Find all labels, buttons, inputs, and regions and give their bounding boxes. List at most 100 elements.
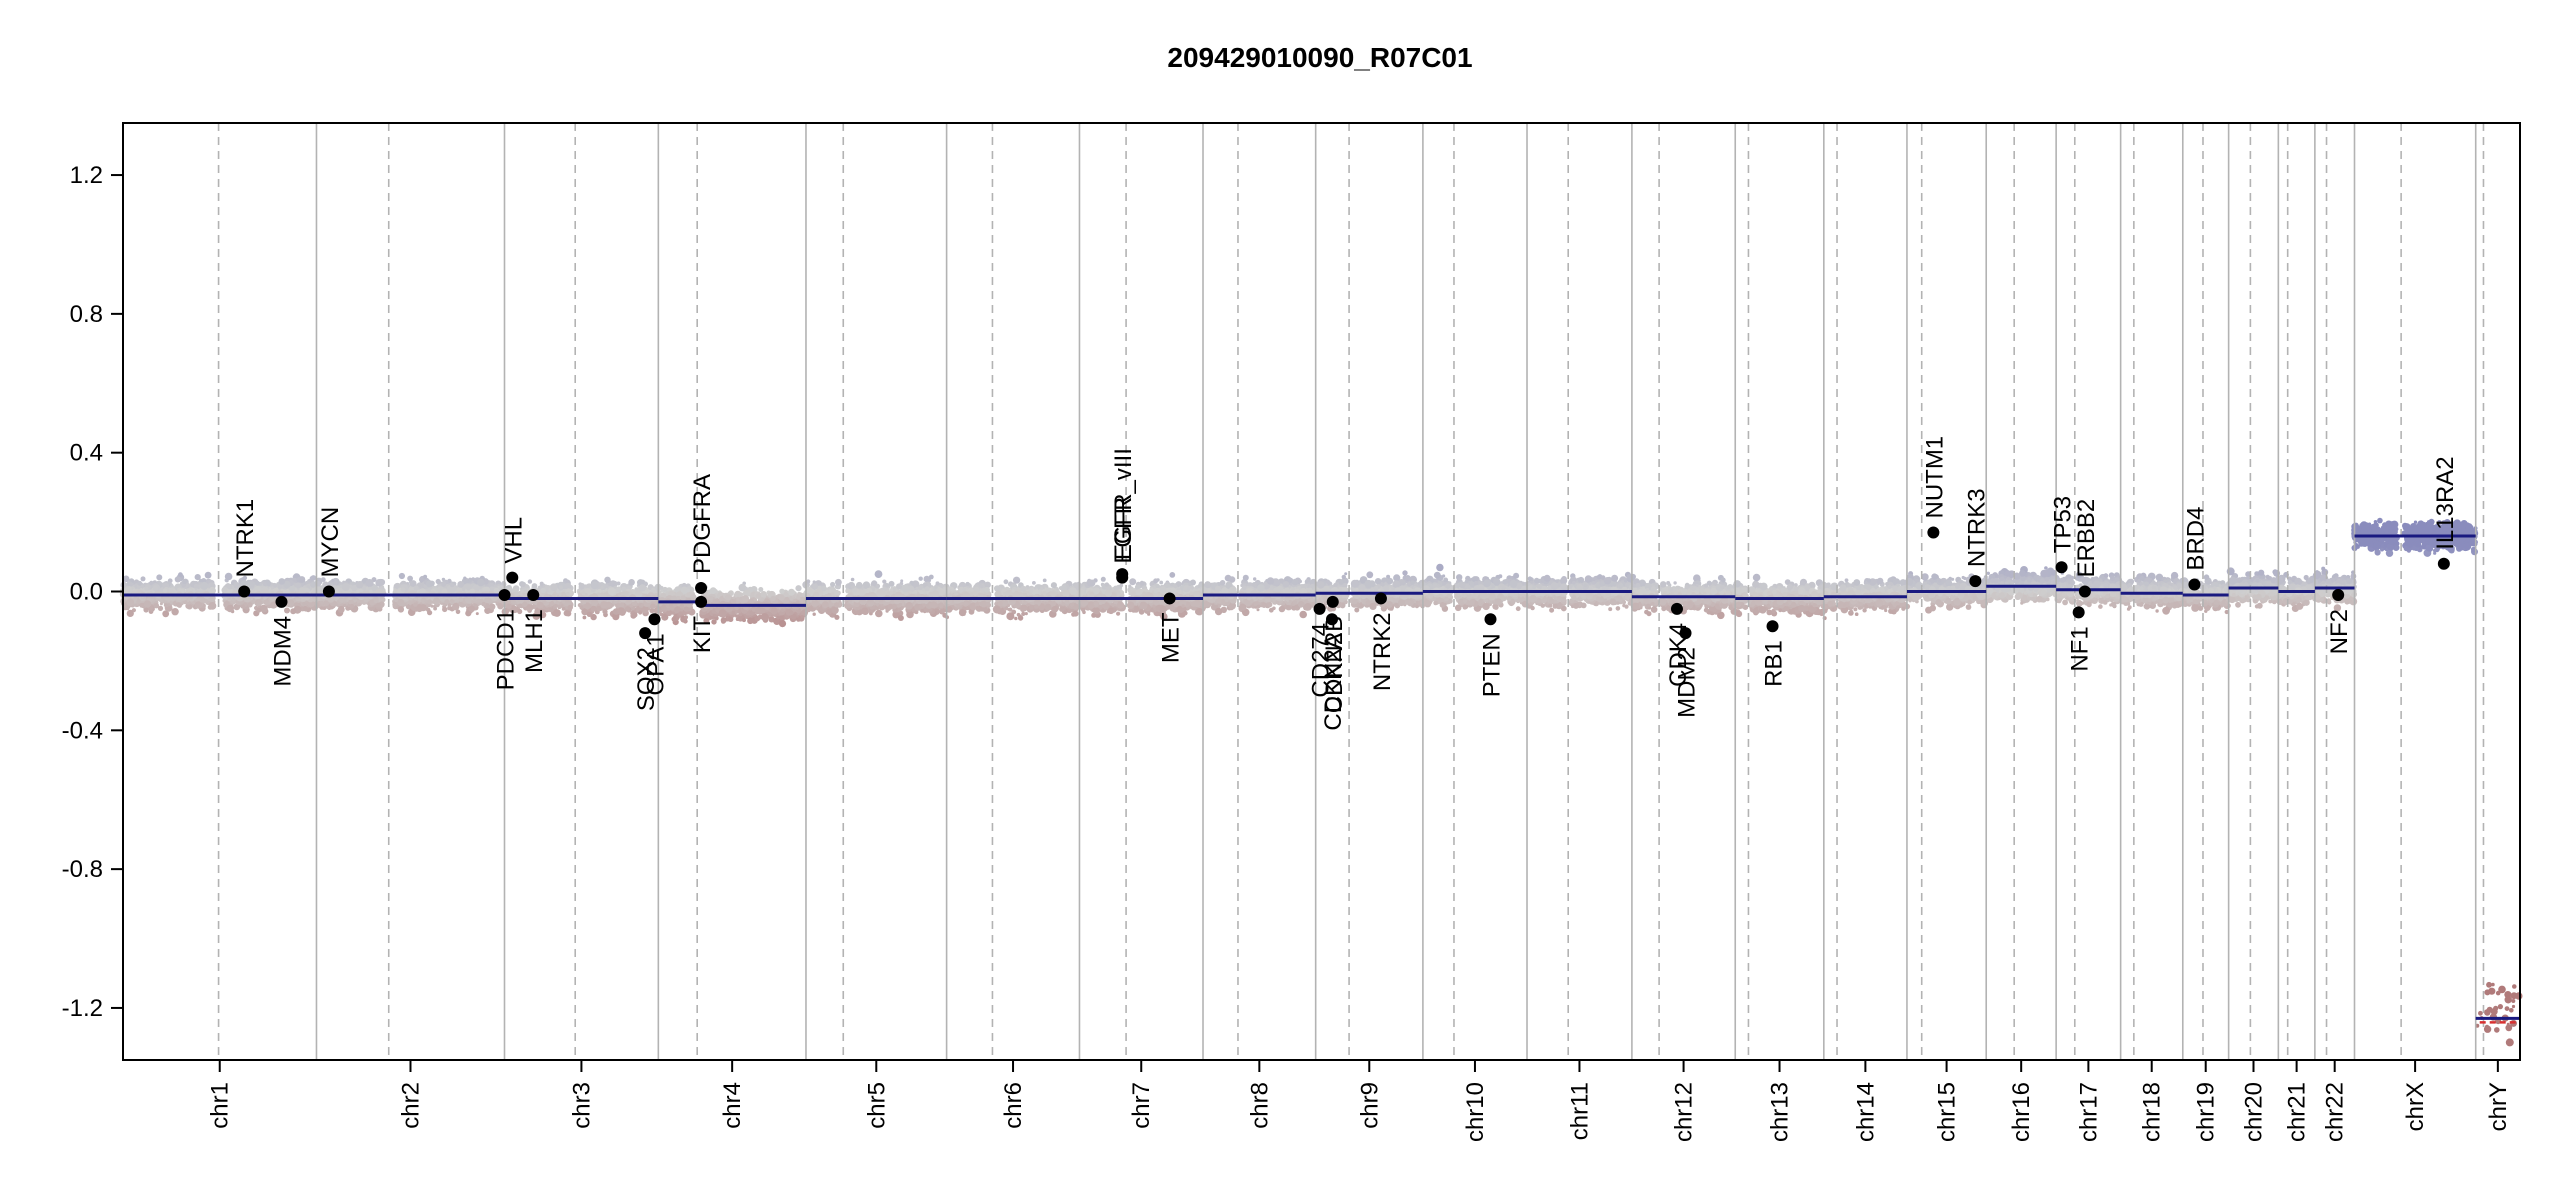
probe-point [749,599,755,604]
probe-point [435,578,441,585]
probe-point [426,599,432,605]
probe-point [789,610,794,615]
probe-point [337,587,342,592]
probe-point [567,604,573,611]
probe-point [126,598,135,607]
probe-point [174,576,181,583]
probe-point [298,576,306,583]
probe-point [731,599,737,605]
probe-point [760,591,767,598]
probe-point [256,599,263,606]
probe-point [356,589,360,594]
probe-point [430,604,434,608]
probe-point [309,576,314,581]
probe-point [778,594,785,601]
probe-point [397,606,405,613]
probe-point [686,588,690,593]
probe-point [604,584,609,589]
probe-point [152,585,159,592]
probe-point [673,602,678,608]
probe-point [139,602,145,608]
probe-point [735,614,739,618]
probe-point [247,602,253,608]
probe-point [779,588,785,594]
probe-point [468,579,472,583]
probe-point [671,616,677,622]
probe-point [634,587,639,591]
probe-point [420,589,425,593]
probe-point [800,615,804,619]
probe-point [278,578,286,585]
probe-point [709,587,717,594]
probe-point [200,598,204,603]
probe-point [714,600,719,605]
probe-point [565,610,572,617]
probe-point [671,595,677,601]
probe-point [582,615,587,620]
probe-point [778,620,787,628]
probe-point [856,581,863,589]
probe-point [731,610,736,615]
probe-point [254,606,258,610]
probe-point [590,605,597,612]
probe-point [398,572,405,580]
probe-point [153,603,160,609]
probe-point [320,601,324,605]
probe-point [900,579,904,583]
probe-point [590,581,599,590]
probe-point [795,585,802,592]
probe-point [604,576,611,583]
probe-point [564,582,572,590]
probe-point [741,595,750,603]
probe-point [600,585,604,590]
probe-point [812,580,816,584]
probe-point [666,609,673,617]
probe-point [441,581,447,587]
probe-point [162,588,168,593]
probe-point [605,602,609,607]
probe-point [812,612,816,616]
probe-point [550,583,558,592]
probe-point [830,581,836,588]
probe-point [182,579,187,585]
probe-point [744,586,748,590]
probe-point [295,582,302,589]
probe-point [737,609,742,614]
probe-point [458,597,464,602]
probe-point [126,609,134,618]
probe-point [427,610,433,616]
probe-point [523,588,528,592]
probe-point [302,602,307,606]
probe-point [531,583,538,589]
probe-point [194,574,201,581]
probe-point [263,599,270,606]
probe-point [475,612,479,616]
probe-point [536,601,544,609]
probe-point [349,603,355,609]
probe-point [256,607,262,613]
probe-point [662,586,668,592]
probe-point [487,598,492,602]
probe-point [897,615,904,621]
probe-point [560,604,564,608]
probe-point [452,603,460,611]
probe-point [227,584,233,590]
probe-point [365,579,374,587]
probe-point [887,603,894,610]
probe-point [821,585,827,592]
probe-point [506,603,512,609]
probe-point [193,583,199,589]
probe-point [468,605,476,613]
probe-point [140,576,146,582]
probe-point [776,615,780,620]
probe-point [558,585,563,590]
probe-point [640,603,645,607]
probe-point [680,595,686,601]
probe-point [423,574,428,579]
probe-point [553,609,561,617]
probe-points [119,517,2523,1047]
probe-point [424,599,428,603]
probe-point [553,604,558,608]
probe-point [493,587,500,594]
